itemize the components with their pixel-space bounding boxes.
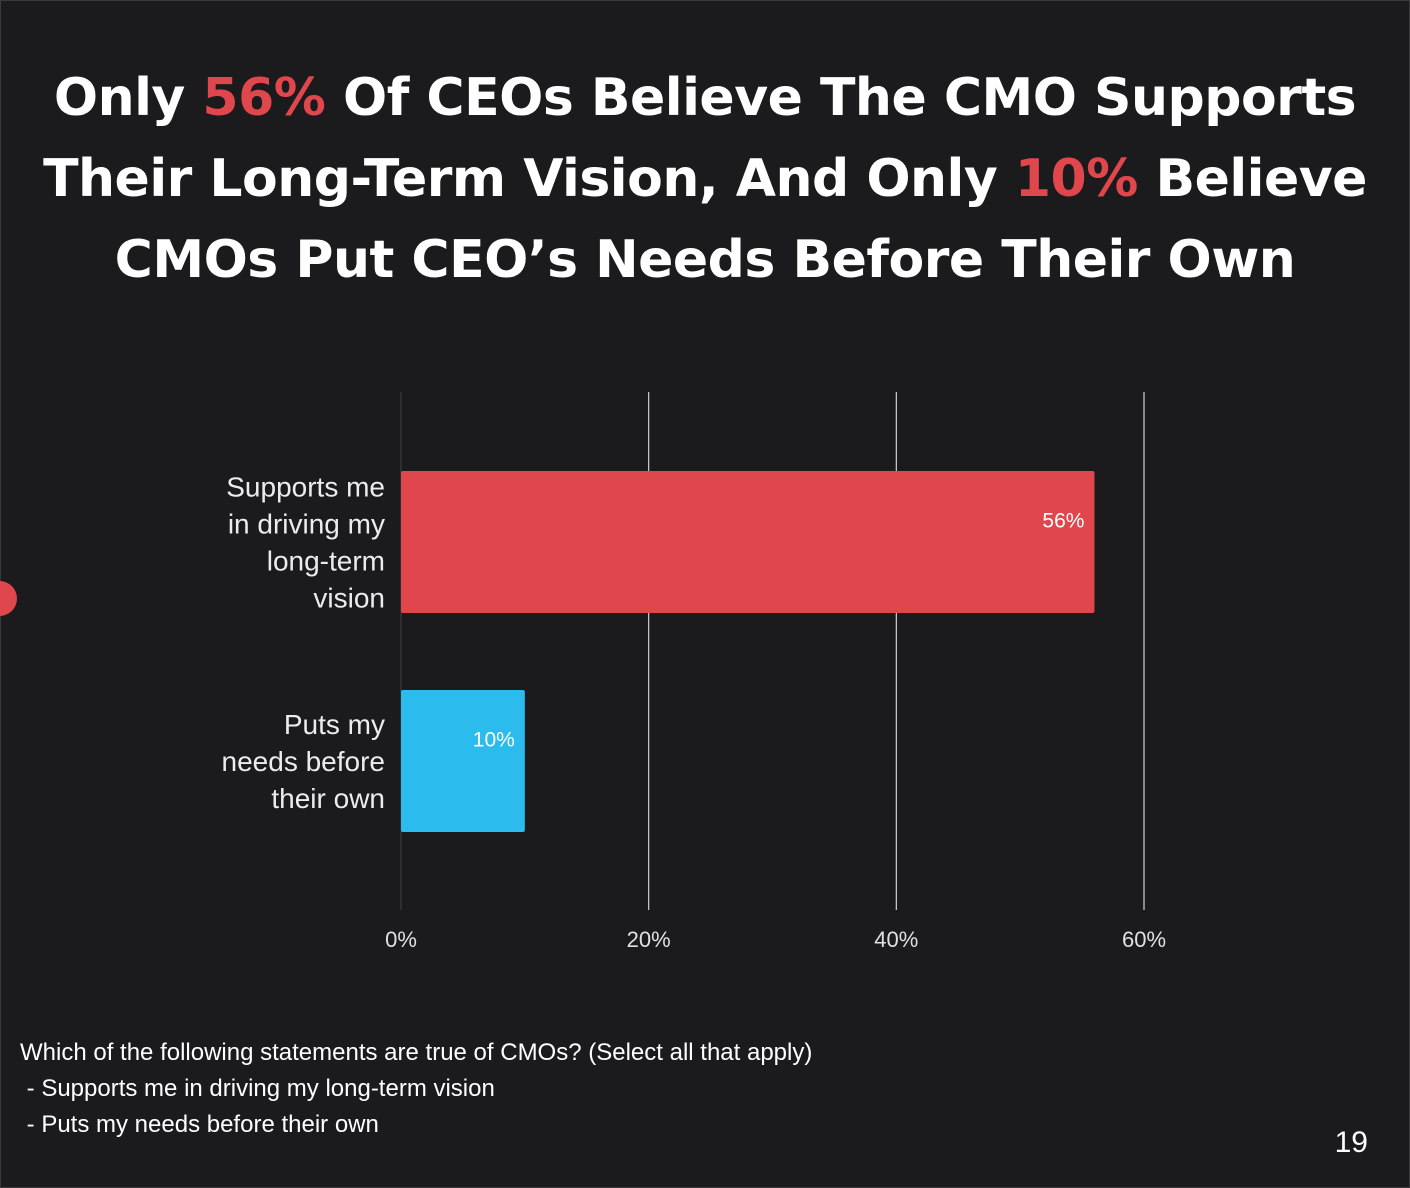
x-tick-label-40: 40% bbox=[874, 927, 918, 952]
headline-text: Their Long-Term Vision, And Only bbox=[43, 149, 1015, 209]
survey-question-footnote: Which of the following statements are tr… bbox=[20, 1035, 812, 1143]
headline-accent-56: 56% bbox=[202, 68, 326, 128]
category-label-line: vision bbox=[313, 583, 385, 614]
page-number: 19 bbox=[1334, 1126, 1368, 1159]
bar-chart: 56% Supports me in driving my long-term visi… bbox=[222, 392, 1166, 952]
category-label-0: Supports me in driving my long-term vision bbox=[226, 472, 385, 614]
footnote-option-1: - Supports me in driving my long-term vi… bbox=[20, 1075, 495, 1102]
headline-text: Of CEOs Believe The CMO Supports bbox=[325, 68, 1357, 128]
category-label-line: Supports me bbox=[226, 472, 385, 503]
headline-line-1: Only 56% Of CEOs Believe The CMO Support… bbox=[0, 58, 1410, 139]
x-tick-label-20: 20% bbox=[627, 927, 671, 952]
category-label-line: in driving my bbox=[228, 509, 385, 540]
footnote-option-2: - Puts my needs before their own bbox=[20, 1111, 379, 1138]
data-label-1: 10% bbox=[473, 729, 515, 752]
headline-accent-10: 10% bbox=[1014, 149, 1138, 209]
category-label-1: Puts my needs before their own bbox=[222, 709, 385, 814]
x-tick-label-60: 60% bbox=[1122, 927, 1166, 952]
category-label-line: long-term bbox=[267, 546, 385, 577]
side-dot-decoration bbox=[0, 581, 17, 616]
headline-text: Believe bbox=[1137, 149, 1367, 209]
bar-0 bbox=[401, 471, 1095, 613]
headline-line-3: CMOs Put CEO’s Needs Before Their Own bbox=[114, 230, 1296, 290]
headline-text: Only bbox=[53, 68, 203, 128]
category-label-line: needs before bbox=[222, 746, 385, 777]
x-tick-label-0: 0% bbox=[385, 927, 417, 952]
category-label-line: their own bbox=[271, 783, 385, 814]
bar-1 bbox=[401, 690, 525, 832]
category-label-line: Puts my bbox=[284, 709, 385, 740]
headline: Only 56% Of CEOs Believe The CMO Support… bbox=[0, 58, 1410, 301]
headline-line-2: Their Long-Term Vision, And Only 10% Bel… bbox=[0, 139, 1410, 220]
footnote-question: Which of the following statements are tr… bbox=[20, 1039, 813, 1066]
data-label-0: 56% bbox=[1042, 510, 1084, 533]
